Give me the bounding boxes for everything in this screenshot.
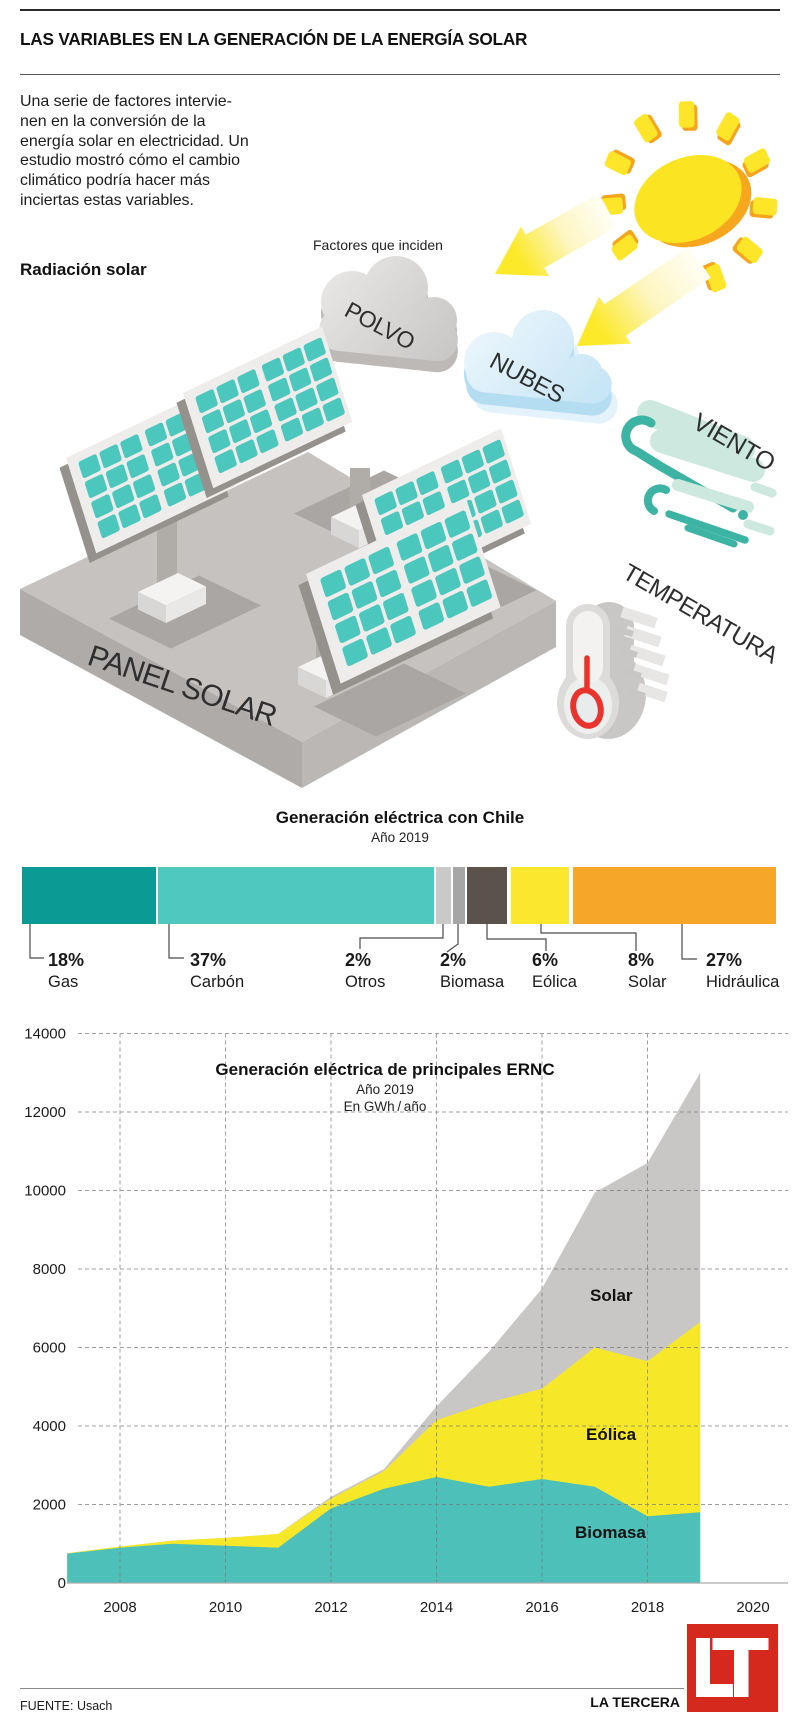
- svg-text:2020: 2020: [736, 1599, 769, 1616]
- svg-text:8000: 8000: [33, 1261, 66, 1278]
- svg-text:Eólica: Eólica: [586, 1425, 637, 1444]
- svg-text:0: 0: [58, 1575, 66, 1592]
- svg-text:2012: 2012: [314, 1599, 347, 1616]
- svg-text:14000: 14000: [24, 1026, 66, 1043]
- svg-text:12000: 12000: [24, 1104, 66, 1121]
- svg-text:En GWh / año: En GWh / año: [344, 1099, 427, 1114]
- svg-text:4000: 4000: [33, 1418, 66, 1435]
- svg-text:2016: 2016: [525, 1599, 558, 1616]
- svg-text:2010: 2010: [209, 1599, 242, 1616]
- svg-text:2018: 2018: [631, 1599, 664, 1616]
- svg-text:Solar: Solar: [590, 1286, 633, 1305]
- svg-text:Biomasa: Biomasa: [575, 1523, 646, 1542]
- svg-text:2008: 2008: [103, 1599, 136, 1616]
- svg-text:Generación eléctrica de princi: Generación eléctrica de principales ERNC: [215, 1060, 554, 1079]
- svg-text:2014: 2014: [420, 1599, 453, 1616]
- svg-text:10000: 10000: [24, 1183, 66, 1200]
- svg-text:Año 2019: Año 2019: [356, 1082, 414, 1097]
- svg-text:2000: 2000: [33, 1497, 66, 1514]
- svg-text:6000: 6000: [33, 1340, 66, 1357]
